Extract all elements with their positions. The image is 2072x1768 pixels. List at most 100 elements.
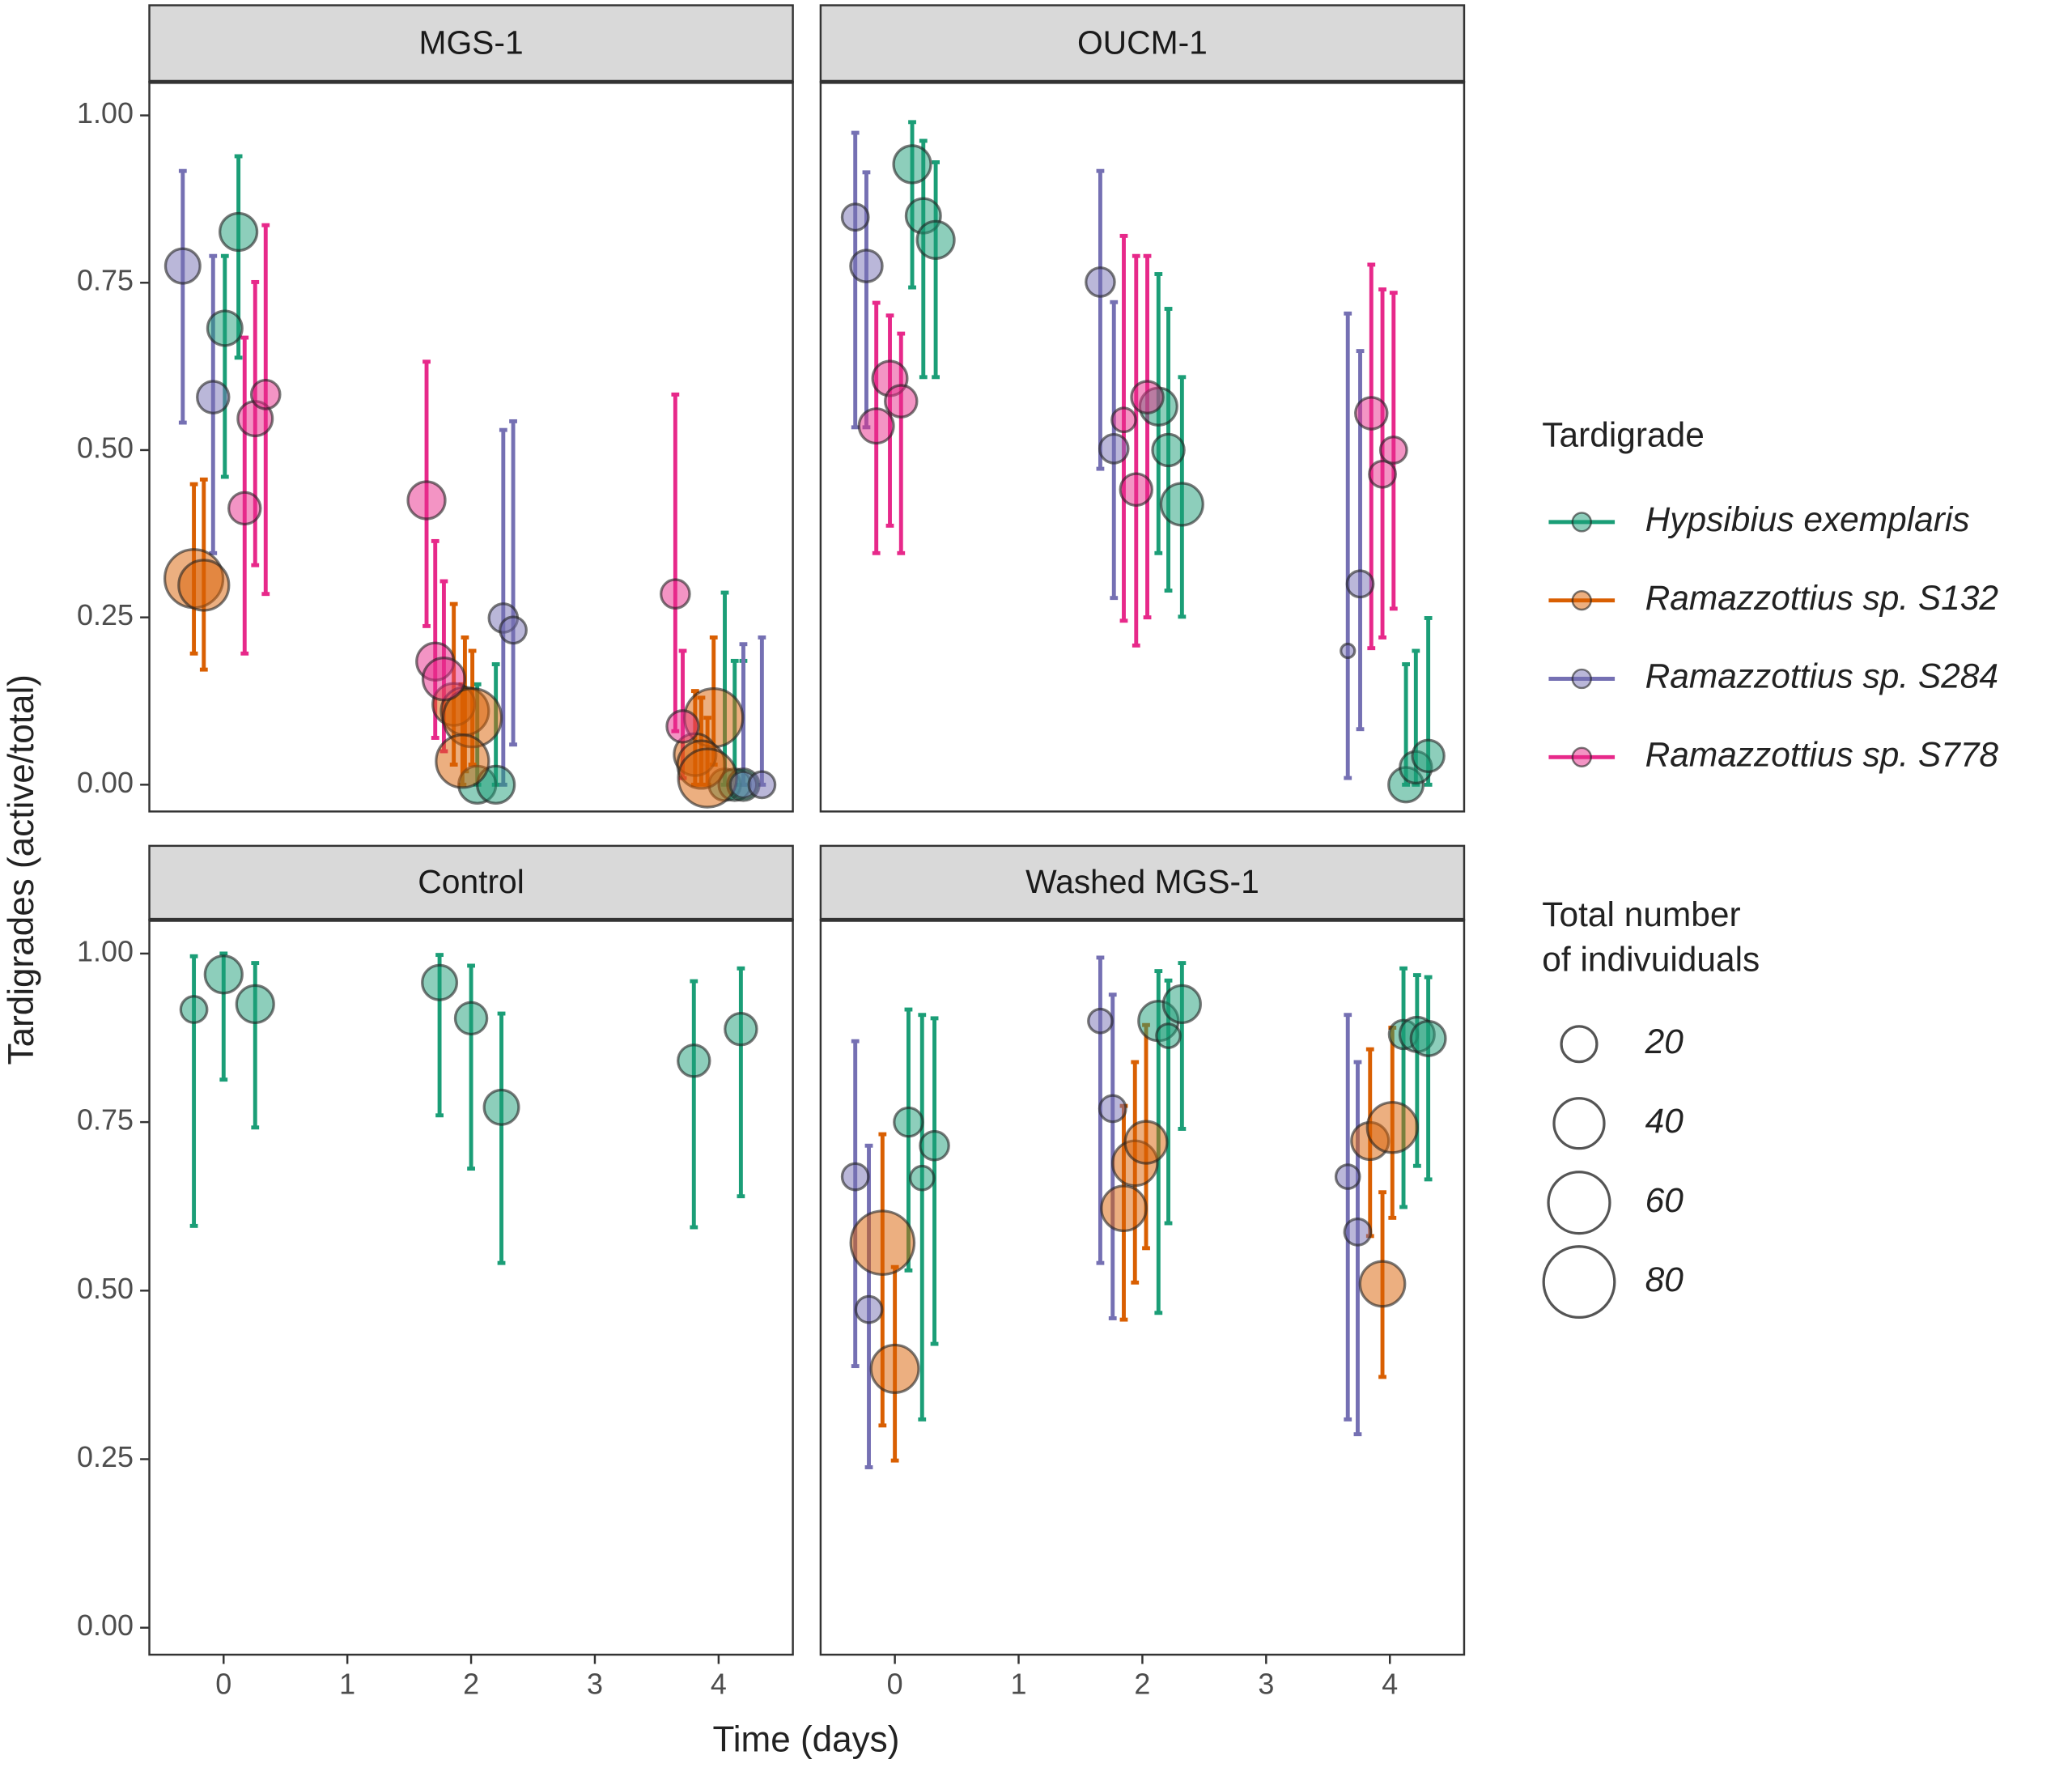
y-tick-label: 0.25 [77,1440,134,1473]
strip-label: Control [418,863,524,900]
legend-label: Ramazzottius sp. S132 [1645,579,1998,617]
strip-label: MGS-1 [418,23,523,61]
size-legend-label: 60 [1645,1181,1684,1219]
point [893,1106,924,1138]
error-bar [178,168,187,425]
point [854,1294,884,1324]
point [884,384,919,419]
point [892,144,932,185]
size-legend-marker [1542,1245,1616,1320]
point [1411,738,1446,774]
error-bar [1096,168,1105,471]
error-bar [932,159,940,380]
point [1340,642,1357,660]
point [499,615,528,645]
error-bar [690,979,698,1230]
error-bar [1344,311,1352,780]
point [849,1209,916,1276]
y-tick-label: 0.50 [77,431,134,464]
size-legend-marker [1560,1025,1599,1064]
size-legend-title: Total number [1542,895,1740,933]
y-tick-label: 0.00 [77,1609,134,1642]
point [1354,396,1389,431]
size-legend-label: 80 [1645,1260,1684,1298]
point [235,984,275,1024]
strip-label: OUCM-1 [1077,23,1208,61]
x-tick-label: 3 [587,1668,603,1701]
point [1085,266,1116,298]
panel [819,80,1466,813]
point [421,963,459,1001]
point [919,1129,950,1162]
legend-label: Ramazzottius sp. S778 [1645,736,1999,774]
x-tick-label: 2 [1134,1668,1150,1701]
point [177,559,231,612]
point [1087,1007,1114,1035]
x-tick-label: 1 [1011,1668,1027,1701]
strip [819,844,1466,921]
strip [148,4,794,83]
point [665,709,700,744]
error-bar [467,963,475,1171]
point [747,770,777,800]
point [1155,1022,1182,1049]
error-bar [1353,1060,1362,1437]
point [1365,1101,1419,1154]
point [435,733,490,789]
point [1378,436,1408,465]
size-legend-title: of indivuiduals [1542,941,1760,979]
y-tick-label: 0.75 [77,264,134,297]
strip [819,4,1466,83]
x-tick-label: 0 [887,1668,903,1701]
point [724,1011,758,1047]
legend-title: Tardigrade [1542,416,1705,454]
point [660,578,691,610]
error-bar [497,1011,506,1265]
point [677,1043,711,1078]
error-bar [1399,966,1408,1209]
point [249,379,282,410]
y-tick-label: 0.50 [77,1272,134,1305]
point [1130,380,1165,414]
strip [148,844,794,921]
point [915,219,956,260]
point [453,1001,489,1036]
error-bar [1424,975,1433,1182]
error-bar [1143,253,1152,620]
point [421,657,466,702]
point [1100,1184,1148,1233]
size-legend-label: 40 [1645,1102,1684,1140]
legend-marker [1571,590,1592,611]
size-legend-marker [1552,1097,1606,1150]
x-tick-label: 4 [711,1668,727,1701]
x-tick-label: 1 [339,1668,355,1701]
size-legend-marker [1547,1171,1611,1235]
size-legend-label: 20 [1645,1022,1684,1060]
point [476,764,516,805]
point [1368,459,1397,489]
point [163,247,202,285]
point [1334,1163,1361,1190]
error-bar [220,253,229,479]
point [1345,569,1375,599]
point [1409,1019,1447,1057]
legend-marker [1571,668,1592,690]
point [1151,432,1186,468]
point [840,202,870,232]
y-tick-label: 0.00 [77,766,134,799]
legend-label: Hypsibius exemplaris [1645,500,1970,538]
point [1161,984,1202,1024]
strip-label: Washed MGS-1 [1025,863,1259,900]
y-axis-title: Tardigrades (active/total) [2,674,41,1065]
error-bar [509,419,517,747]
point [179,995,209,1024]
point [206,309,244,347]
y-tick-label: 1.00 [77,934,134,967]
point [1123,1120,1169,1165]
point [1159,482,1204,527]
y-tick-label: 0.25 [77,598,134,631]
point [1119,472,1154,507]
legend-marker [1571,512,1592,533]
